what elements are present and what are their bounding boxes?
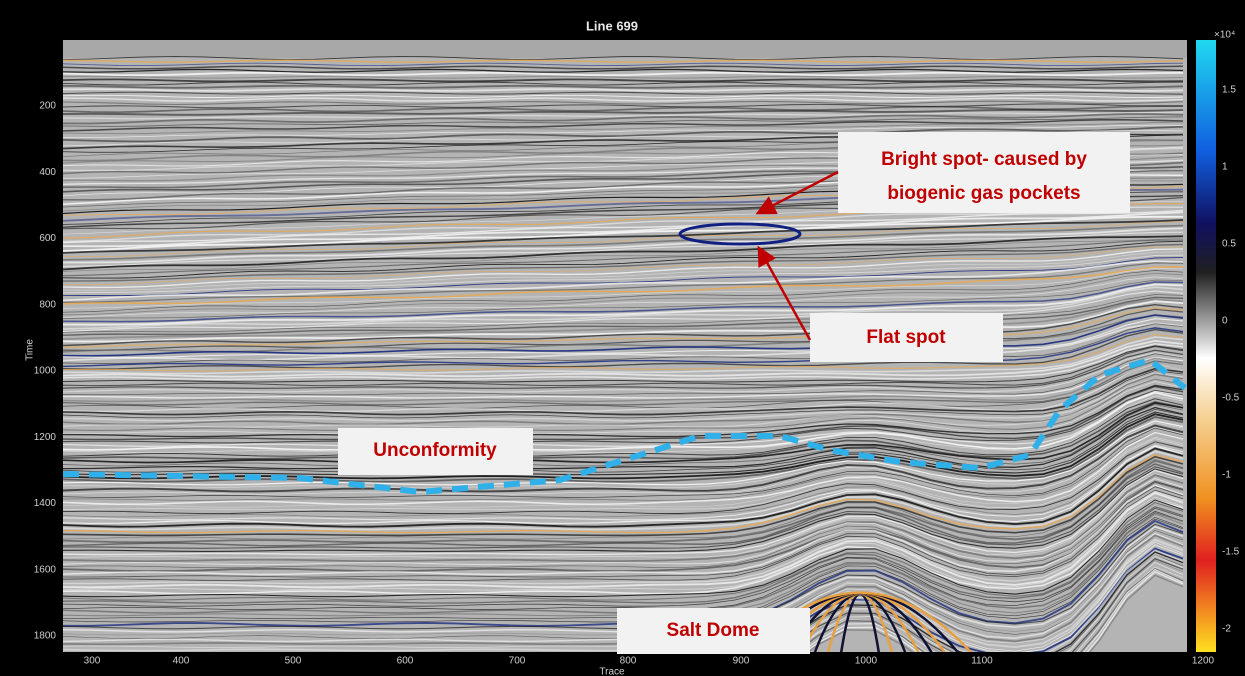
colorbar-tick-label: -2 [1222,624,1231,635]
x-tick-label: 1000 [855,656,878,667]
colorbar-tick-label: -0.5 [1222,393,1240,404]
colorbar-tick-label: 0.5 [1222,239,1236,250]
x-tick-label: 400 [173,656,190,667]
title: Line 699 [586,18,638,33]
y-tick-label: 1800 [34,631,57,642]
y-axis-label: Time [25,339,36,361]
y-tick-label: 1200 [34,432,57,443]
x-tick-label: 500 [285,656,302,667]
colorbar-exponent: ×10⁴ [1214,30,1235,41]
y-tick-label: 400 [39,167,56,178]
x-tick-label: 600 [397,656,414,667]
y-tick-label: 200 [39,101,56,112]
x-tick-label: 1100 [971,656,993,667]
annotation-text: Unconformity [373,440,497,461]
annotation-text: Salt Dome [667,620,760,641]
y-tick-label: 1600 [34,564,57,575]
y-tick-label: 600 [39,233,56,244]
colorbar-tick-label: -1.5 [1222,547,1240,558]
x-axis-label: Trace [599,667,625,676]
annotation-text: biogenic gas pockets [887,183,1080,204]
colorbar-tick-label: 1 [1222,162,1228,173]
annotation-text: Flat spot [866,327,946,348]
x-tick-label: 800 [620,656,637,667]
colorbar [1196,40,1216,652]
colorbar-tick-label: -1 [1222,470,1231,481]
seismic-figure: Line 699 ×10⁴ Time Trace 200400600800100… [0,0,1245,676]
x-tick-label: 300 [84,656,101,667]
x-tick-label: 700 [509,656,526,667]
colorbar-tick-label: 0 [1222,316,1228,327]
y-tick-label: 1000 [34,366,57,377]
colorbar-tick-label: 1.5 [1222,85,1236,96]
y-tick-label: 1400 [34,498,57,509]
x-tick-label: 900 [733,656,750,667]
annotation-text: Bright spot- caused by [881,149,1087,170]
y-tick-label: 800 [39,299,56,310]
x-tick-label: 1200 [1192,656,1215,667]
